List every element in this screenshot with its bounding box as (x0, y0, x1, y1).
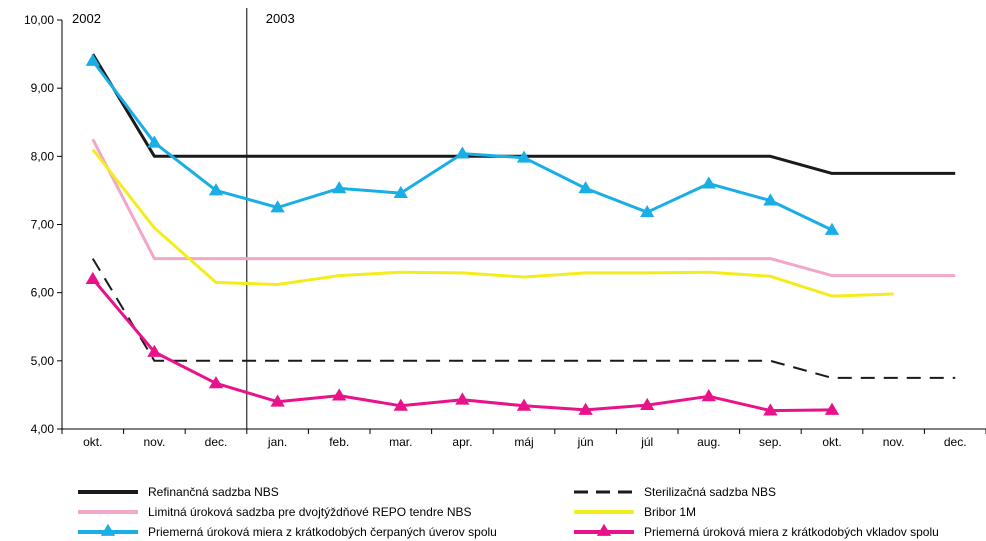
legend: Refinančná sadzba NBS Sterilizačná sadzba… (78, 485, 939, 539)
y-tick-label: 6,00 (31, 286, 55, 300)
data-point-marker (455, 392, 470, 405)
data-point-marker (578, 402, 593, 415)
data-point-marker (824, 402, 840, 415)
data-point-marker (516, 398, 532, 411)
legend-marker (100, 523, 116, 536)
y-tick-label: 7,00 (31, 218, 55, 232)
y-tick-label: 10,00 (24, 13, 54, 27)
legend-label: Limitná úroková sadzba pre dvojtýždňové … (148, 505, 472, 519)
data-point-marker (393, 398, 408, 411)
data-point-marker (270, 200, 285, 213)
series-line (91, 59, 833, 232)
legend-item: Limitná úroková sadzba pre dvojtýždňové … (78, 505, 472, 519)
axes: 4,00 5,00 6,00 7,00 8,00 9,00 10,00 okt. nov. dec… (24, 8, 986, 449)
legend-item: Priemerná úroková miera z krátkodobých v… (574, 523, 939, 539)
year-label: 2003 (266, 11, 295, 26)
y-tick-label: 4,00 (31, 422, 55, 436)
x-tick-label: feb. (329, 435, 349, 449)
series-2 (91, 138, 956, 278)
series-layer (85, 53, 956, 416)
series-line (91, 148, 894, 298)
x-tick-label: okt. (83, 435, 102, 449)
data-point-marker (455, 146, 470, 159)
data-point-marker (208, 376, 224, 389)
year-label: 2002 (72, 11, 101, 26)
x-tick-label: jún (577, 435, 594, 449)
legend-label: Priemerná úroková miera z krátkodobých v… (644, 525, 939, 539)
x-tick-label: dec. (944, 435, 967, 449)
series-4 (85, 53, 840, 235)
legend-marker (596, 523, 612, 536)
legend-item: Sterilizačná sadzba NBS (574, 485, 776, 499)
x-tick-label: aug. (697, 435, 720, 449)
data-point-marker (85, 271, 100, 284)
data-point-marker (763, 403, 778, 416)
data-point-marker (701, 176, 716, 189)
legend-label: Sterilizačná sadzba NBS (644, 485, 776, 499)
series-line (91, 278, 833, 413)
x-tick-label: nov. (883, 435, 905, 449)
x-tick-label: mar. (389, 435, 412, 449)
legend-label: Priemerná úroková miera z krátkodobých č… (148, 525, 497, 539)
x-tick-label: okt. (822, 435, 841, 449)
legend-label: Bribor 1M (644, 505, 696, 519)
data-point-marker (147, 344, 162, 357)
series-line (91, 138, 956, 278)
data-point-marker (701, 389, 716, 402)
y-tick-label: 8,00 (31, 149, 55, 163)
data-point-marker (85, 53, 100, 66)
x-tick-label: máj (514, 435, 533, 449)
data-point-marker (393, 185, 408, 199)
series-3 (91, 148, 894, 298)
x-tick-label: júl (640, 435, 653, 449)
series-line (91, 258, 956, 379)
data-point-marker (332, 388, 347, 401)
data-point-marker (147, 135, 162, 148)
y-tick-label: 5,00 (31, 354, 55, 368)
data-point-marker (824, 222, 840, 235)
x-tick-label: sep. (759, 435, 782, 449)
series-5 (85, 271, 840, 416)
x-tick-label: dec. (205, 435, 228, 449)
y-tick-label: 9,00 (31, 81, 55, 95)
data-point-marker (516, 150, 532, 163)
data-point-marker (208, 183, 224, 196)
legend-item: Refinančná sadzba NBS (78, 485, 279, 499)
data-point-marker (640, 204, 655, 218)
legend-item: Bribor 1M (574, 505, 696, 519)
data-point-marker (270, 394, 285, 407)
data-point-marker (332, 181, 347, 194)
x-tick-label: jan. (267, 435, 287, 449)
data-point-marker (640, 397, 655, 411)
series-1 (91, 258, 956, 379)
legend-label: Refinančná sadzba NBS (148, 485, 279, 499)
data-point-marker (578, 181, 593, 194)
legend-item: Priemerná úroková miera z krátkodobých č… (78, 523, 497, 539)
x-tick-label: nov. (144, 435, 166, 449)
x-tick-label: apr. (452, 435, 472, 449)
data-point-marker (763, 193, 778, 206)
